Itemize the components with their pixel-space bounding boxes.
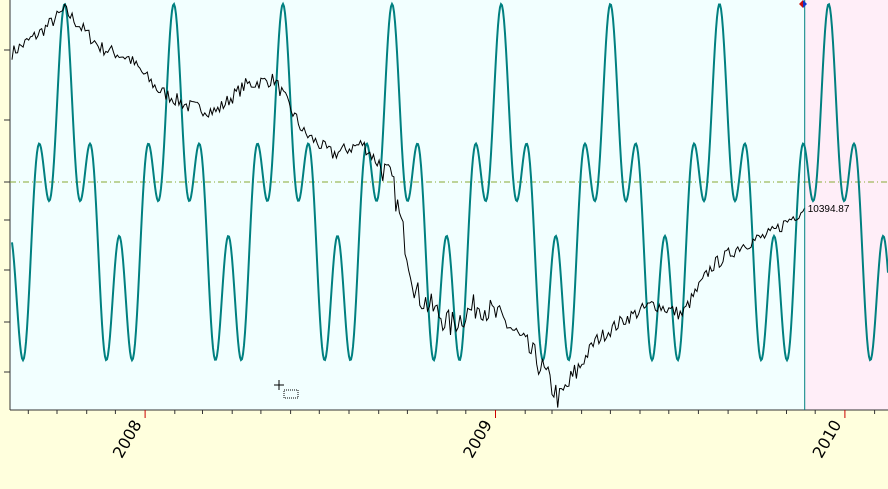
x-axis-ticks xyxy=(27,410,876,418)
cycle-series-line xyxy=(11,1,888,363)
x-axis-labels: 2008 2009 2010 xyxy=(109,417,846,462)
x-tick-label: 2008 xyxy=(109,417,146,462)
current-date-marker[interactable] xyxy=(799,0,807,8)
price-series-line xyxy=(11,3,806,408)
x-tick-label: 2010 xyxy=(809,417,846,462)
current-price-label: 10394.87 xyxy=(808,204,850,215)
crosshair-cursor-icon xyxy=(274,380,299,399)
x-tick-label: 2009 xyxy=(459,417,496,462)
y-axis-ticks xyxy=(4,49,10,373)
